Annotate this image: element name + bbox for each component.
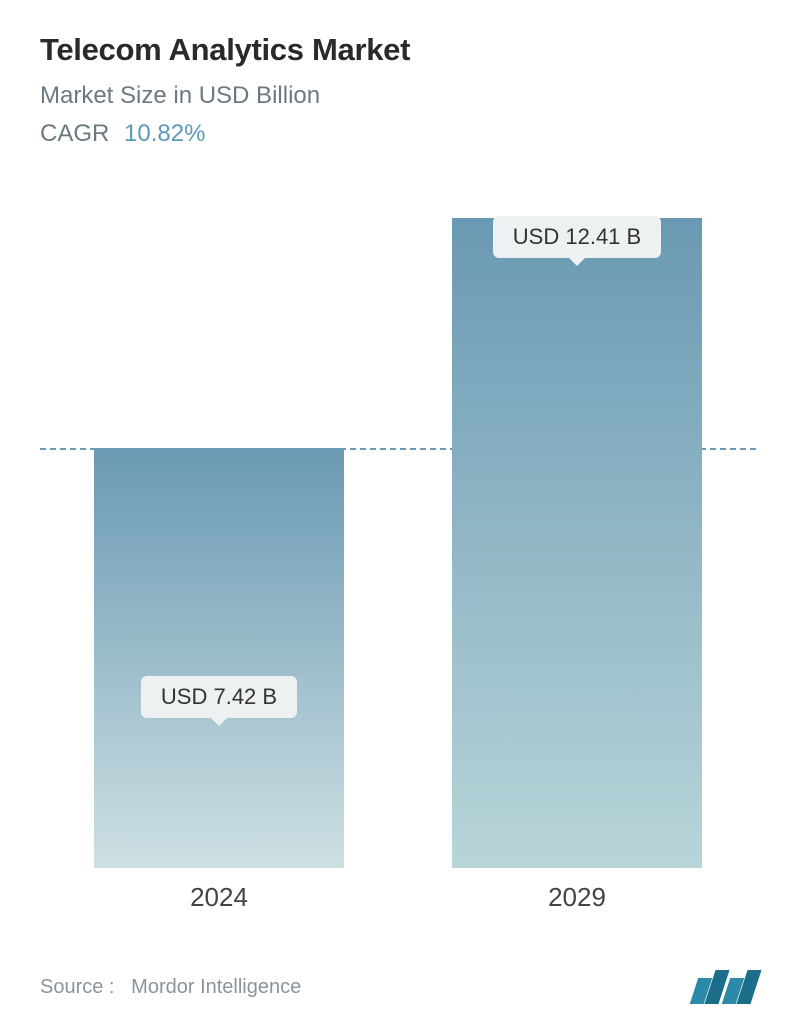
source-value: Mordor Intelligence — [131, 976, 301, 998]
chart-subtitle: Market Size in USD Billion — [40, 82, 756, 110]
bar-rect-2024 — [94, 448, 344, 868]
source-text: Source : Mordor Intelligence — [40, 976, 301, 999]
value-badge-2024: USD 7.42 B — [141, 676, 297, 718]
bar-2029: USD 12.41 B — [452, 218, 702, 868]
chart-area: USD 7.42 B USD 12.41 B — [40, 168, 756, 868]
x-label-2029: 2029 — [452, 882, 702, 913]
chart-container: Telecom Analytics Market Market Size in … — [0, 0, 796, 1034]
cagr-value: 10.82% — [124, 120, 205, 147]
mordor-logo-icon — [694, 970, 756, 1004]
source-label: Source : — [40, 976, 114, 998]
cagr-row: CAGR 10.82% — [40, 120, 756, 148]
chart-footer: Source : Mordor Intelligence — [40, 970, 756, 1004]
x-label-2024: 2024 — [94, 882, 344, 913]
x-axis-labels: 2024 2029 — [40, 882, 756, 913]
cagr-label: CAGR — [40, 120, 109, 147]
value-badge-2029: USD 12.41 B — [493, 216, 661, 258]
bars-group: USD 7.42 B USD 12.41 B — [40, 168, 756, 868]
chart-title: Telecom Analytics Market — [40, 32, 756, 68]
bar-2024: USD 7.42 B — [94, 448, 344, 868]
bar-rect-2029 — [452, 218, 702, 868]
